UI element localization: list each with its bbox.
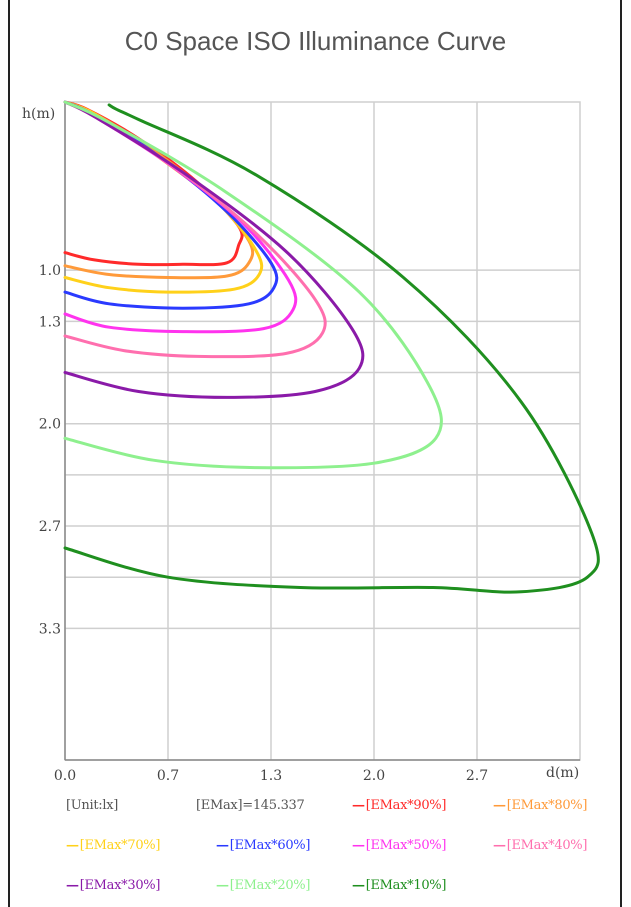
axes [64,102,580,761]
chart-frame [8,0,622,907]
plot-border [64,101,581,761]
y-tick-label: 1.0 [39,263,61,279]
y-tick-label: 2.7 [39,519,61,535]
grid [64,101,581,761]
x-tick-label: 1.3 [260,768,282,784]
x-axis-label: d(m) [546,765,579,781]
x-tick-label: 0.0 [54,768,76,784]
tick-labels: 0.0 0.7 1.3 2.0 2.7 1.0 1.3 2.0 2.7 3.3 [39,263,488,784]
x-tick-label: 2.0 [363,768,385,784]
y-tick-label: 2.0 [39,417,61,433]
x-tick-label: 2.7 [466,768,488,784]
x-tick-label: 0.7 [157,768,179,784]
y-axis-label: h(m) [22,106,55,122]
chart-title: C0 Space ISO Illuminance Curve [124,26,507,56]
y-tick-label: 1.3 [39,314,61,330]
y-tick-label: 3.3 [39,621,61,637]
iso-curve [63,100,365,399]
iso-curve [63,103,600,594]
iso-curve [63,100,443,470]
series-layer [63,100,600,594]
